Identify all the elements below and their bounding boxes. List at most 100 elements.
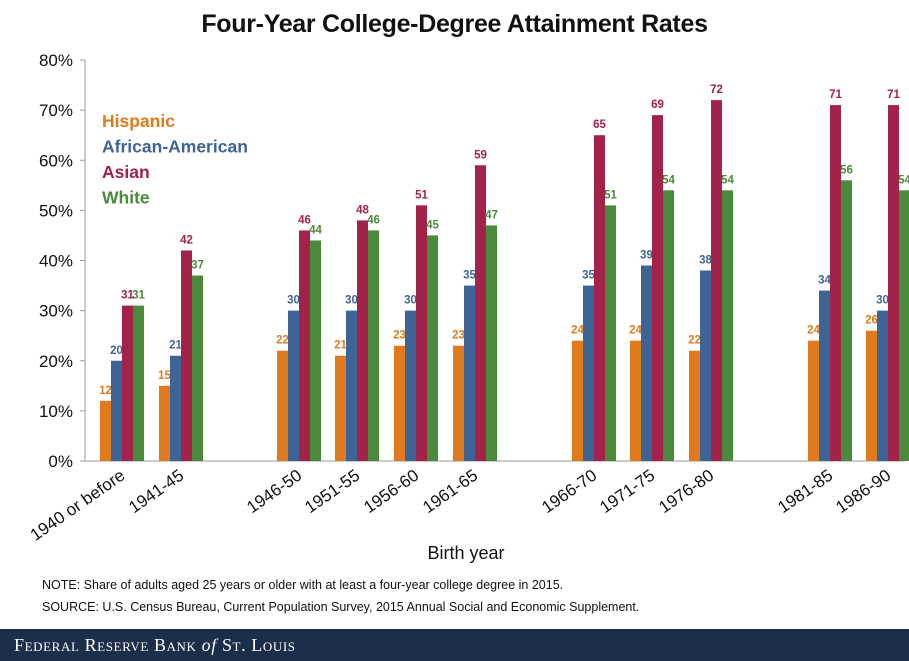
- bar-african-american: [111, 360, 122, 461]
- y-tick-label: 60%: [39, 151, 73, 170]
- x-tick-label: 1981-85: [774, 466, 836, 517]
- bar-asian: [711, 100, 722, 461]
- bar-african-american: [583, 285, 594, 461]
- data-label-asian: 48: [356, 204, 369, 216]
- data-label-african-american: 30: [404, 295, 417, 307]
- bar-asian: [652, 115, 663, 461]
- bar-asian: [475, 165, 486, 461]
- bar-african-american: [877, 310, 888, 461]
- data-label-white: 56: [840, 164, 853, 176]
- y-tick-label: 20%: [39, 352, 73, 371]
- footer-org-part2: St. Louis: [216, 635, 296, 655]
- data-label-white: 37: [191, 260, 204, 272]
- bar-hispanic: [572, 340, 583, 461]
- data-label-hispanic: 21: [334, 340, 347, 352]
- bar-hispanic: [394, 345, 405, 461]
- bar-hispanic: [277, 350, 288, 461]
- bar-asian: [830, 105, 841, 462]
- data-label-asian: 65: [593, 119, 606, 131]
- bar-african-american: [405, 310, 416, 461]
- data-label-african-american: 38: [699, 255, 712, 267]
- bar-african-american: [288, 310, 299, 461]
- bar-white: [899, 190, 909, 461]
- bar-asian: [299, 230, 310, 461]
- chart-source: SOURCE: U.S. Census Bureau, Current Popu…: [42, 600, 640, 614]
- bar-asian: [181, 250, 192, 461]
- y-tick-label: 70%: [39, 101, 73, 120]
- x-tick-label: 1971-75: [596, 466, 658, 517]
- data-label-asian: 69: [651, 99, 664, 111]
- footer-org-part1: Federal Reserve Bank: [14, 635, 202, 655]
- bar-hispanic: [808, 340, 819, 461]
- bar-asian: [888, 105, 899, 462]
- data-label-hispanic: 23: [393, 330, 406, 342]
- bar-hispanic: [866, 330, 877, 461]
- bar-hispanic: [689, 350, 700, 461]
- data-label-african-american: 35: [463, 270, 476, 282]
- footer-org-name: Federal Reserve Bank of St. Louis: [14, 635, 296, 656]
- x-tick-label: 1986-90: [832, 466, 894, 517]
- chart-note: NOTE: Share of adults aged 25 years or o…: [42, 578, 564, 592]
- bar-white: [427, 235, 438, 461]
- bar-african-american: [170, 355, 181, 461]
- x-tick-label: 1941-45: [125, 466, 187, 517]
- data-label-hispanic: 24: [629, 325, 642, 337]
- bar-white: [368, 230, 379, 461]
- bar-hispanic: [100, 400, 111, 461]
- x-tick-label: 1976-80: [655, 466, 717, 517]
- data-label-hispanic: 22: [688, 335, 701, 347]
- y-tick-label: 10%: [39, 402, 73, 421]
- legend-item-hispanic: Hispanic: [102, 111, 175, 131]
- data-label-hispanic: 22: [276, 335, 289, 347]
- data-label-white: 47: [485, 209, 498, 221]
- data-label-asian: 51: [415, 189, 428, 201]
- data-label-hispanic: 26: [865, 315, 878, 327]
- bar-african-american: [700, 270, 711, 461]
- x-tick-label: 1961-65: [419, 466, 481, 517]
- data-label-african-american: 30: [876, 295, 889, 307]
- bar-asian: [594, 135, 605, 461]
- data-label-asian: 59: [474, 149, 487, 161]
- legend-item-african-american: African-American: [102, 137, 248, 157]
- bar-african-american: [346, 310, 357, 461]
- data-label-african-american: 39: [640, 250, 653, 262]
- data-label-african-american: 30: [345, 295, 358, 307]
- bar-african-american: [641, 265, 652, 461]
- y-tick-label: 50%: [39, 201, 73, 220]
- data-label-hispanic: 12: [99, 385, 112, 397]
- bar-white: [192, 275, 203, 461]
- legend-item-white: White: [102, 188, 150, 208]
- data-label-african-american: 21: [169, 340, 182, 352]
- y-tick-label: 80%: [39, 51, 73, 70]
- data-label-asian: 31: [121, 290, 134, 302]
- bar-asian: [122, 305, 133, 461]
- bar-hispanic: [159, 385, 170, 461]
- x-tick-label: 1956-60: [360, 466, 422, 517]
- x-tick-label: 1951-55: [301, 466, 363, 517]
- bar-asian: [357, 220, 368, 461]
- y-tick-label: 0%: [48, 452, 73, 471]
- data-label-asian: 71: [829, 89, 842, 101]
- bar-white: [310, 240, 321, 461]
- bar-hispanic: [453, 345, 464, 461]
- x-tick-label: 1966-70: [538, 466, 600, 517]
- chart-title: Four-Year College-Degree Attainment Rate…: [201, 10, 708, 38]
- data-label-african-american: 20: [110, 345, 123, 357]
- data-label-white: 54: [662, 174, 675, 186]
- data-label-white: 54: [898, 174, 909, 186]
- data-label-african-american: 30: [287, 295, 300, 307]
- data-label-hispanic: 24: [571, 325, 584, 337]
- y-tick-label: 30%: [39, 302, 73, 321]
- bar-hispanic: [335, 355, 346, 461]
- data-label-hispanic: 24: [807, 325, 820, 337]
- data-label-white: 46: [367, 214, 380, 226]
- data-label-african-american: 35: [582, 270, 595, 282]
- data-label-asian: 42: [180, 234, 193, 246]
- data-label-white: 31: [132, 290, 145, 302]
- data-label-white: 45: [426, 219, 439, 231]
- bar-white: [486, 225, 497, 461]
- x-axis-title: Birth year: [427, 543, 504, 563]
- data-label-asian: 71: [887, 89, 900, 101]
- bar-white: [722, 190, 733, 461]
- bar-white: [663, 190, 674, 461]
